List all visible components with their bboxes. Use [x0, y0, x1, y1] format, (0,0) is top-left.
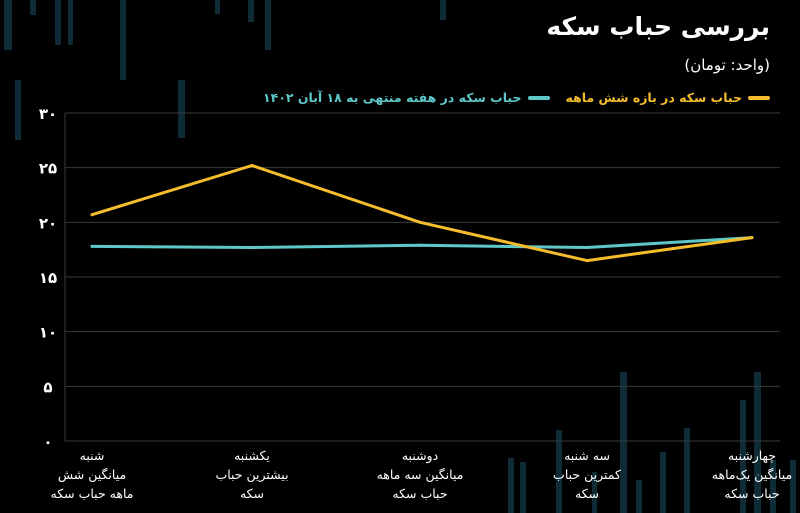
- x-tick-label-line: حباب سکه: [392, 486, 448, 501]
- decor-bar: [15, 80, 21, 140]
- decor-bar: [30, 0, 36, 15]
- x-tick-label-line: یکشنبه: [234, 448, 270, 463]
- decor-bar: [556, 430, 562, 513]
- decor-bar: [684, 428, 690, 513]
- data-point: [250, 246, 254, 249]
- x-tick-label-line: ماهه حباب سکه: [50, 486, 134, 501]
- chart-title: بررسی حباب سکه: [546, 12, 770, 41]
- data-point: [585, 246, 589, 249]
- data-point: [418, 220, 422, 224]
- x-tick-label-line: چهارشنبه: [727, 448, 777, 463]
- x-tick-label-line: سه شنبه: [564, 448, 610, 463]
- y-tick-label: ۱۰: [39, 324, 57, 342]
- decor-bar: [740, 400, 746, 513]
- data-point: [90, 213, 94, 217]
- decor-bar: [636, 480, 642, 513]
- x-tick-label-line: میانگین یک‌ماهه: [711, 467, 793, 482]
- y-tick-label: ۲۵: [39, 160, 57, 178]
- legend-item-6m: حباب سکه در بازه شش ماهه: [566, 90, 770, 105]
- decor-bar: [265, 0, 271, 50]
- decor-bar: [770, 460, 776, 513]
- decor-bar: [120, 0, 126, 80]
- legend: حباب سکه در بازه شش ماهه حباب سکه در هفت…: [263, 90, 770, 105]
- decor-bar: [4, 0, 12, 50]
- decor-bar: [215, 0, 220, 14]
- x-tick-label-line: حباب سکه: [724, 486, 780, 501]
- x-tick-label-line: کمترین حباب: [553, 467, 621, 482]
- data-point: [750, 236, 754, 240]
- decor-bar: [68, 0, 73, 45]
- legend-swatch-6m: [748, 95, 770, 100]
- x-tick-label: چهارشنبه میانگین یک‌ماهه حباب سکه: [682, 446, 800, 503]
- decor-bar: [660, 452, 666, 513]
- legend-item-week: حباب سکه در هفته منتهی به ۱۸ آبان ۱۴۰۲: [263, 90, 550, 105]
- x-tick-label: شنبه میانگین شش ماهه حباب سکه: [22, 446, 162, 503]
- legend-swatch-week: [527, 95, 550, 100]
- data-point: [250, 164, 254, 167]
- legend-label-week: حباب سکه در هفته منتهی به ۱۸ آبان ۱۴۰۲: [262, 90, 522, 105]
- decor-bar: [620, 372, 627, 513]
- decor-bar: [248, 0, 254, 22]
- x-tick-label: دوشنبه میانگین سه ماهه حباب سکه: [350, 446, 490, 503]
- decor-bar: [178, 80, 185, 138]
- decor-bar: [520, 462, 526, 513]
- x-tick-label-line: دوشنبه: [401, 448, 439, 463]
- y-tick-label: ۵: [43, 378, 52, 396]
- y-tick-label: ۲۰: [39, 214, 57, 232]
- unit-label: (واحد: تومان): [684, 56, 770, 74]
- y-tick-label: ۱۵: [39, 269, 57, 287]
- decor-bar: [754, 372, 761, 513]
- x-tick-label-line: سکه: [239, 486, 265, 501]
- legend-label-6m: حباب سکه در بازه شش ماهه: [565, 90, 742, 105]
- x-tick-label-line: میانگین شش: [57, 467, 127, 482]
- x-tick-label-line: شنبه: [79, 448, 105, 463]
- data-point: [585, 259, 589, 263]
- x-tick-label-line: سکه: [574, 486, 600, 501]
- x-tick-label-line: میانگین سه ماهه: [376, 467, 464, 482]
- data-point: [90, 244, 94, 248]
- decor-bar: [790, 460, 796, 513]
- y-tick-label: ۰: [43, 433, 52, 451]
- x-tick-label: سه شنبه کمترین حباب سکه: [517, 446, 657, 503]
- x-tick-label-line: بیشترین حباب: [215, 467, 289, 482]
- decor-bar: [440, 0, 446, 20]
- decor-bar: [55, 0, 61, 45]
- y-tick-label: ۳۰: [39, 105, 57, 123]
- decor-bar: [592, 472, 597, 513]
- x-tick-label: یکشنبه بیشترین حباب سکه: [182, 446, 322, 503]
- series-line-week: [90, 236, 754, 249]
- data-point: [418, 243, 422, 247]
- decor-bar: [508, 458, 514, 513]
